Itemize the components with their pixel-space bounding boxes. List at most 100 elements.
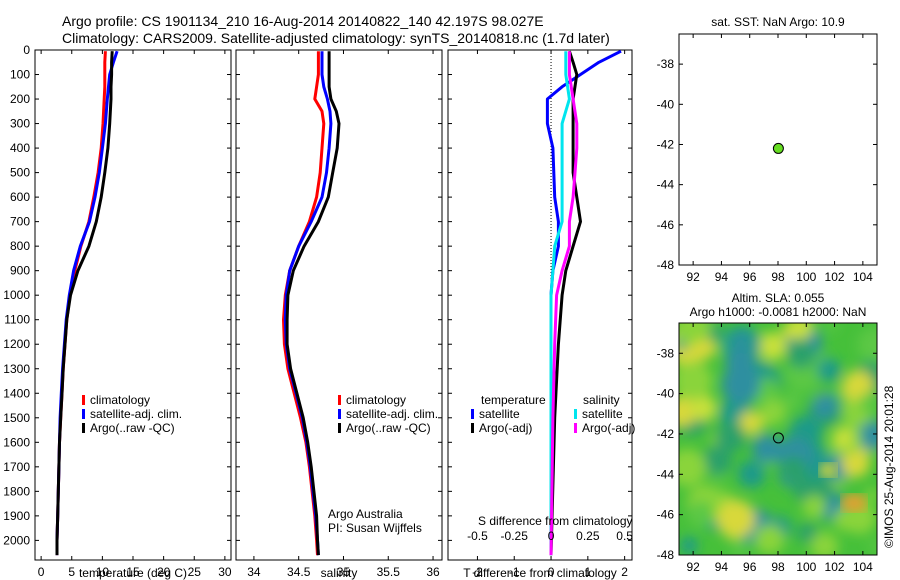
y-tick-label: -38 (657, 57, 675, 71)
x-tick-label: 98 (771, 560, 785, 574)
x-tick-label-top: 0.5 (616, 529, 633, 543)
sla-cell (832, 428, 853, 449)
sla-cell (754, 524, 785, 555)
legend-label: Argo(..raw -QC) (346, 421, 431, 435)
x-tick-label: 1 (584, 565, 591, 579)
y-tick-label: 1200 (3, 337, 30, 351)
legend-swatch (338, 395, 341, 405)
sla-cell (859, 392, 877, 413)
x-tick-label: 20 (157, 565, 171, 579)
sla-hotspot (840, 493, 868, 513)
y-tick-label: 800 (10, 239, 30, 253)
x-tick-label: 98 (771, 270, 785, 284)
map-title: Altim. SLA: 0.055 (732, 291, 825, 305)
sla-cell (679, 360, 713, 401)
chart-title-line2: Climatology: CARS2009. Satellite-adjuste… (62, 30, 610, 46)
series-line-argo-raw-qc- (285, 51, 341, 556)
x-tick-label: 10 (96, 565, 110, 579)
x-tick-label: 102 (825, 560, 845, 574)
x-tick-label: 35.5 (377, 565, 401, 579)
series-line-argo-raw-qc- (55, 51, 114, 556)
x-tick-label: 34 (247, 565, 261, 579)
y-tick-label: 1900 (3, 509, 30, 523)
y-tick-label: 300 (10, 117, 30, 131)
sla-cell (687, 500, 715, 528)
x-tick-label: 34.5 (287, 565, 311, 579)
footer-stamp: ©IMOS 25-Aug-2014 20:01:28 (882, 385, 896, 548)
legend-swatch (471, 409, 474, 419)
sla-cell (802, 495, 826, 519)
sla-cell (733, 332, 749, 347)
y-tick-label: 1700 (3, 460, 30, 474)
series-line-salinity-argo-adj- (549, 51, 579, 556)
map-subtitle: Argo h1000: -0.0081 h2000: NaN (690, 305, 867, 319)
series-line-climatology (282, 51, 326, 556)
y-tick-label: 200 (10, 92, 30, 106)
y-tick-label: 1100 (4, 313, 30, 327)
legend-label: satellite (479, 407, 520, 421)
x-axis-label: salinity (321, 566, 358, 580)
x-tick-label: 0 (38, 565, 45, 579)
legend-swatch (82, 423, 85, 433)
sla-cell (715, 421, 747, 453)
legend-label: satellite-adj. clim. (90, 407, 182, 421)
legend-label: satellite (582, 407, 623, 421)
x-tick-label: 5 (68, 565, 75, 579)
series-group-difference-profile (545, 50, 622, 556)
series-group-salinity-profile (282, 51, 341, 556)
x-tick-label: 92 (686, 560, 700, 574)
legend-label: satellite-adj. clim. (346, 407, 438, 421)
sla-cell (732, 543, 747, 555)
sla-cell (738, 460, 766, 488)
sla-cell (760, 399, 787, 425)
y-tick-label: 0 (23, 43, 30, 57)
legend-swatch (82, 409, 85, 419)
sla-cell (810, 532, 839, 555)
y-tick-label: 700 (10, 215, 30, 229)
y-tick-label: -38 (657, 346, 675, 360)
x-tick-label: 0 (548, 565, 555, 579)
y-tick-label: -40 (657, 387, 675, 401)
y-tick-label: -42 (657, 427, 675, 441)
x-tick-label: 35 (337, 565, 351, 579)
y-tick-label: -44 (657, 467, 675, 481)
annotation: Argo Australia (328, 507, 403, 521)
x-tick-label: 104 (853, 560, 873, 574)
sla-cell (869, 539, 877, 553)
legend-label: climatology (90, 393, 150, 407)
y-tick-label: 1300 (3, 362, 30, 376)
sla-field (679, 323, 877, 555)
sla-cell (716, 499, 756, 538)
sla-cell (783, 391, 802, 410)
float-location-marker (772, 142, 784, 154)
sla-cell (758, 332, 787, 361)
y-tick-label: 900 (10, 264, 30, 278)
sla-cell (865, 488, 877, 502)
y-tick-label: -46 (657, 508, 675, 522)
x-tick-label: -2 (472, 565, 483, 579)
x-tick-label: 96 (743, 270, 757, 284)
sla-cell (702, 445, 733, 476)
plot-frame-salinity-profile (235, 49, 443, 561)
x-tick-label: 15 (126, 565, 140, 579)
x-tick-label: 92 (686, 270, 700, 284)
legend-header: salinity (583, 393, 620, 407)
x-tick-label: 102 (825, 270, 845, 284)
sla-cell (816, 358, 841, 382)
legend-swatch (82, 395, 85, 405)
sla-cell (787, 323, 814, 340)
series-line-climatology (55, 51, 107, 556)
x-tick-label: 36 (426, 565, 440, 579)
annotation: PI: Susan Wijffels (328, 521, 422, 535)
series-line-temperature-satellite (545, 50, 622, 556)
sla-cell (841, 448, 870, 478)
y-tick-label: -46 (657, 218, 675, 232)
legend-swatch (471, 423, 474, 433)
legend-swatch (574, 423, 577, 433)
legend-header: temperature (481, 393, 546, 407)
x-tick-label: 25 (188, 565, 202, 579)
sla-cell (679, 448, 707, 487)
legend-swatch (338, 423, 341, 433)
legend-swatch (338, 409, 341, 419)
map-title: sat. SST: NaN Argo: 10.9 (711, 15, 845, 29)
